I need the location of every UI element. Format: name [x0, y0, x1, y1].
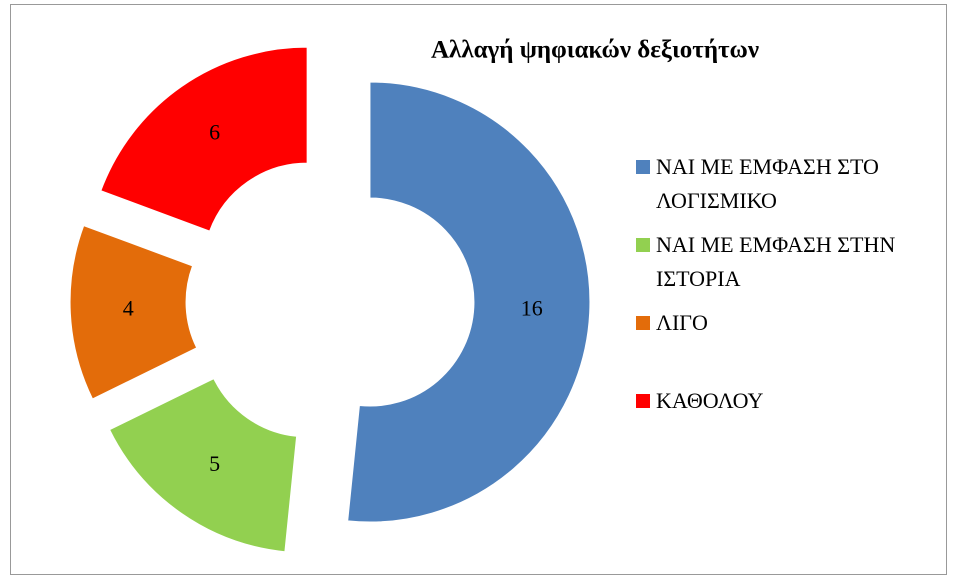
donut-segment [347, 81, 591, 523]
legend-swatch [636, 316, 650, 330]
chart-title: Αλλαγή ψηφιακών δεξιοτήτων [431, 37, 759, 64]
donut-segment [108, 377, 298, 553]
legend-entry: ΚΑΘΟΛΟΥ [636, 384, 948, 418]
data-label: 4 [123, 295, 134, 320]
legend-swatch [636, 238, 650, 252]
legend-entry: ΝΑΙ ΜΕ ΕΜΦΑΣΗ ΣΤΗΝ ΙΣΤΟΡΙΑ [636, 228, 948, 296]
legend-label: ΝΑΙ ΜΕ ΕΜΦΑΣΗ ΣΤΗΝ ΙΣΤΟΡΙΑ [656, 232, 896, 291]
legend-label: ΚΑΘΟΛΟΥ [656, 388, 764, 413]
legend-swatch [636, 394, 650, 408]
donut-segment [100, 46, 308, 232]
data-label: 6 [209, 119, 220, 144]
legend-entry: ΝΑΙ ΜΕ ΕΜΦΑΣΗ ΣΤΟ ΛΟΓΙΣΜΙΚΟ [636, 150, 948, 218]
legend-label: ΛΙΓΟ [656, 310, 708, 335]
donut-segment [69, 224, 198, 400]
legend-entry: ΛΙΓΟ [636, 306, 948, 340]
data-label: 5 [209, 451, 220, 476]
legend-swatch [636, 160, 650, 174]
data-label: 16 [521, 295, 543, 320]
legend-label: ΝΑΙ ΜΕ ΕΜΦΑΣΗ ΣΤΟ ΛΟΓΙΣΜΙΚΟ [656, 154, 879, 213]
